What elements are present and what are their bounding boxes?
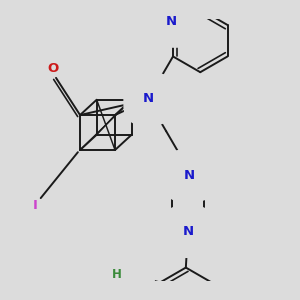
Text: N: N: [182, 225, 194, 238]
Text: N: N: [143, 92, 154, 105]
Text: I: I: [33, 200, 38, 212]
Text: O: O: [47, 62, 58, 75]
Text: O: O: [124, 268, 135, 281]
Text: N: N: [183, 169, 194, 182]
Text: H: H: [112, 268, 121, 281]
Text: N: N: [166, 15, 177, 28]
